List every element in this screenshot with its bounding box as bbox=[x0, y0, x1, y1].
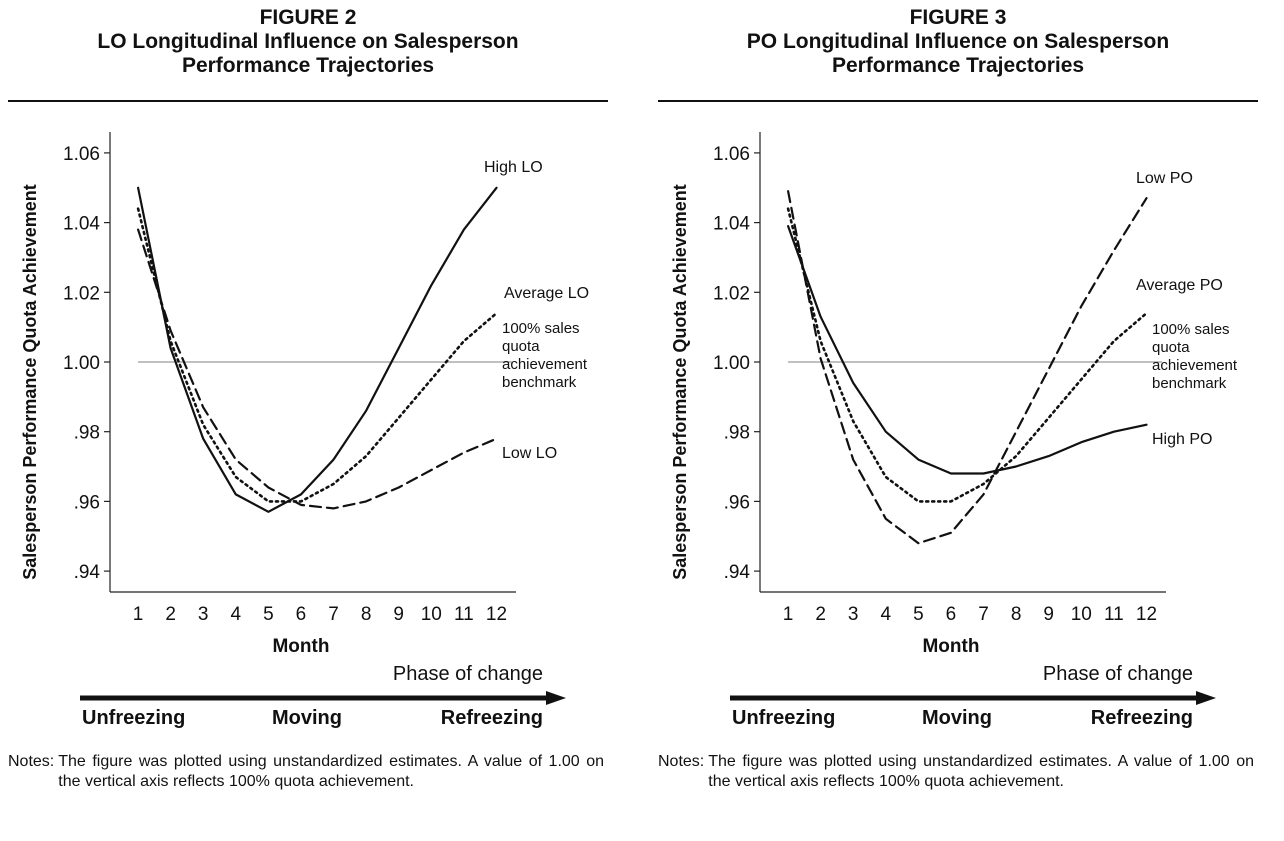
fig2-x-axis-label: Month bbox=[272, 636, 329, 657]
fig2-x-tick-label: 1 bbox=[133, 604, 144, 625]
fig3-label-average-po: Average PO bbox=[1136, 277, 1223, 294]
fig3-x-tick-label: 4 bbox=[881, 604, 892, 625]
fig3-series-high-po bbox=[787, 225, 1148, 475]
fig2-y-tick-label: 1.06 bbox=[63, 144, 100, 165]
fig3-phase-label: Phase of change bbox=[1043, 663, 1193, 685]
fig3-benchmark-annotation-line: 100% sales bbox=[1152, 321, 1230, 338]
fig3-x-axis-label: Month bbox=[922, 636, 979, 657]
fig2-benchmark-annotation-line: benchmark bbox=[502, 374, 577, 391]
fig2-phase-label: Phase of change bbox=[393, 663, 543, 685]
fig2-benchmark-annotation-line: quota bbox=[502, 338, 540, 355]
fig2-x-tick-label: 6 bbox=[296, 604, 307, 625]
fig3-x-tick-label: 2 bbox=[815, 604, 826, 625]
fig3-phase-refreezing: Refreezing bbox=[1091, 707, 1193, 729]
figure-2-title-rule bbox=[8, 100, 608, 102]
fig2-phase-unfreezing: Unfreezing bbox=[82, 707, 185, 729]
figure-3-notes-label: Notes: bbox=[658, 753, 705, 770]
fig2-y-tick-label: 1.04 bbox=[63, 214, 100, 235]
fig2-x-tick-label: 7 bbox=[328, 604, 339, 625]
fig2-phase-refreezing: Refreezing bbox=[441, 707, 543, 729]
fig3-phase-moving: Moving bbox=[922, 707, 992, 729]
fig3-x-tick-label: 9 bbox=[1043, 604, 1054, 625]
figure-3-notes: Notes: The figure was plotted using unst… bbox=[658, 752, 1254, 792]
fig2-y-axis-label: Salesperson Performance Quota Achievemen… bbox=[20, 184, 40, 579]
figure-2-notes-text: The figure was plotted using unstandardi… bbox=[58, 753, 604, 790]
figure-3-chart: .94.96.981.001.021.041.061 2 3 4 5 6 7 8 9 10 11 12… bbox=[670, 132, 1238, 729]
fig3-x-tick-label: 1 bbox=[783, 604, 794, 625]
fig2-x-tick-label: 2 bbox=[165, 604, 176, 625]
fig3-series-average-po bbox=[786, 207, 1148, 503]
fig2-y-tick-label: .98 bbox=[74, 423, 100, 444]
fig3-phase-arrow-head bbox=[1196, 691, 1216, 705]
fig2-x-tick-label: 11 bbox=[454, 604, 474, 625]
figure-3-header: FIGURE 3 PO Longitudinal Influence on Sa… bbox=[658, 6, 1258, 78]
fig3-benchmark-annotation-line: benchmark bbox=[1152, 375, 1227, 392]
fig2-label-low-lo: Low LO bbox=[502, 445, 557, 462]
fig3-label-high-po: High PO bbox=[1152, 431, 1212, 448]
fig3-x-tick-label: 8 bbox=[1011, 604, 1022, 625]
fig3-x-tick-label: 6 bbox=[946, 604, 957, 625]
fig2-phase-arrow-head bbox=[546, 691, 566, 705]
figure-2-title: LO Longitudinal Influence on Salesperson… bbox=[97, 30, 519, 77]
fig3-y-tick-label: 1.02 bbox=[713, 283, 750, 304]
fig3-benchmark-annotation-line: achievement bbox=[1152, 357, 1238, 374]
fig3-benchmark-annotation-line: quota bbox=[1152, 339, 1190, 356]
fig2-y-tick-label: 1.02 bbox=[63, 283, 100, 304]
fig2-label-high-lo: High LO bbox=[484, 159, 543, 176]
figure-2-notes: Notes: The figure was plotted using unst… bbox=[8, 752, 604, 792]
fig2-label-average-lo: Average LO bbox=[504, 285, 589, 302]
fig3-phase-unfreezing: Unfreezing bbox=[732, 707, 835, 729]
fig2-phase-moving: Moving bbox=[272, 707, 342, 729]
figure-2-header: FIGURE 2 LO Longitudinal Influence on Sa… bbox=[8, 6, 608, 78]
fig2-y-tick-label: 1.00 bbox=[63, 353, 100, 374]
figure-3-title-rule bbox=[658, 100, 1258, 102]
figure-3-number: FIGURE 3 bbox=[909, 6, 1007, 29]
fig3-x-tick-label: 11 bbox=[1104, 604, 1124, 625]
fig2-x-tick-label: 10 bbox=[421, 604, 442, 625]
fig3-benchmark-annotation: 100% sales quota achievement benchmark bbox=[1152, 321, 1238, 392]
figure-3-panel: FIGURE 3 PO Longitudinal Influence on Sa… bbox=[658, 0, 1258, 841]
figure-3-title: PO Longitudinal Influence on Salesperson… bbox=[746, 30, 1170, 77]
fig2-x-tick-label: 3 bbox=[198, 604, 209, 625]
fig3-x-tick-label: 10 bbox=[1071, 604, 1092, 625]
fig3-x-tick-label: 7 bbox=[978, 604, 989, 625]
fig2-benchmark-annotation: 100% sales quota achievement benchmark bbox=[502, 320, 588, 391]
fig2-series-low-lo bbox=[137, 228, 498, 510]
figure-3-notes-text: The figure was plotted using unstandardi… bbox=[708, 753, 1254, 790]
fig3-label-low-po: Low PO bbox=[1136, 170, 1193, 187]
fig3-x-tick-label: 12 bbox=[1136, 604, 1157, 625]
fig3-y-tick-label: .94 bbox=[724, 562, 751, 583]
fig2-series-average-lo bbox=[136, 207, 498, 503]
fig2-benchmark-annotation-line: achievement bbox=[502, 356, 588, 373]
fig3-y-tick-label: 1.00 bbox=[713, 353, 750, 374]
fig3-x-tick-label: 3 bbox=[848, 604, 859, 625]
figure-2-number: FIGURE 2 bbox=[259, 6, 357, 29]
fig2-x-tick-label: 9 bbox=[393, 604, 404, 625]
fig2-x-tick-label: 8 bbox=[361, 604, 372, 625]
figure-2-panel: FIGURE 2 LO Longitudinal Influence on Sa… bbox=[8, 0, 608, 841]
figure-2-chart: .94.96.981.001.021.041.061 2 3 4 5 6 7 8 9 10 11 12… bbox=[20, 132, 589, 729]
fig3-y-tick-label: .96 bbox=[724, 492, 750, 513]
fig3-y-axis-label: Salesperson Performance Quota Achievemen… bbox=[670, 184, 690, 579]
fig3-series-low-po bbox=[787, 190, 1148, 545]
fig2-y-tick-label: .96 bbox=[74, 492, 100, 513]
figure-2-notes-label: Notes: bbox=[8, 753, 55, 770]
fig3-x-tick-label: 5 bbox=[913, 604, 924, 625]
fig2-series-high-lo bbox=[137, 186, 498, 513]
fig3-y-tick-label: 1.06 bbox=[713, 144, 750, 165]
fig3-y-tick-label: .98 bbox=[724, 423, 750, 444]
fig2-x-tick-label: 12 bbox=[486, 604, 507, 625]
fig2-benchmark-annotation-line: 100% sales bbox=[502, 320, 580, 337]
fig3-y-tick-label: 1.04 bbox=[713, 214, 750, 235]
fig2-x-tick-label: 4 bbox=[231, 604, 242, 625]
fig2-x-tick-label: 5 bbox=[263, 604, 274, 625]
fig2-y-tick-label: .94 bbox=[74, 562, 101, 583]
